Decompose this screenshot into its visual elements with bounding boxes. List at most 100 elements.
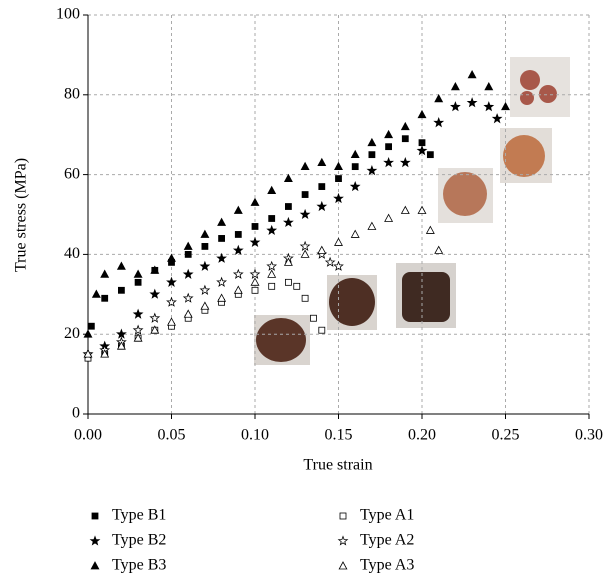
marker (484, 81, 494, 91)
marker (87, 322, 95, 330)
x-tick-label: 0.15 (325, 427, 353, 444)
marker (418, 139, 426, 147)
marker (425, 225, 435, 234)
marker (433, 117, 445, 128)
marker (300, 161, 310, 171)
legend-marker (337, 535, 349, 546)
photo-sample (520, 70, 540, 90)
photo-sample (329, 278, 375, 326)
x-tick-label: 0.10 (241, 427, 269, 444)
marker (400, 121, 410, 131)
marker (334, 161, 343, 171)
marker (310, 314, 317, 322)
marker (183, 309, 193, 318)
x-tick-label: 0.30 (575, 427, 603, 444)
marker (133, 333, 143, 342)
marker (199, 284, 211, 295)
photo-sample (539, 85, 557, 103)
marker (149, 288, 161, 299)
marker (416, 145, 428, 156)
marker (283, 216, 294, 228)
y-axis-label: True stress (MPa) (13, 158, 30, 272)
marker (216, 252, 227, 263)
marker (300, 249, 310, 258)
marker (251, 286, 259, 294)
marker (217, 293, 227, 302)
x-tick-label: 0.25 (492, 427, 520, 444)
marker (426, 151, 434, 159)
marker (100, 349, 110, 358)
marker (249, 268, 261, 279)
marker (367, 221, 377, 230)
marker (249, 236, 261, 248)
legend-label: Type A2 (360, 532, 414, 549)
legend-label: Type B2 (112, 532, 166, 549)
marker (400, 205, 410, 214)
marker (349, 180, 361, 192)
photo-sample (520, 91, 534, 105)
marker (232, 268, 244, 279)
marker (467, 70, 477, 79)
legend-marker (91, 512, 99, 520)
marker (450, 101, 461, 112)
marker (401, 135, 409, 143)
photo-sample (256, 318, 306, 362)
marker (399, 156, 411, 168)
marker (324, 256, 336, 267)
marker (350, 149, 360, 159)
marker (199, 260, 211, 271)
photo-sample (402, 272, 450, 322)
x-tick-label: 0.00 (74, 427, 102, 444)
marker (201, 243, 209, 250)
x-tick-label: 0.05 (158, 427, 186, 444)
marker (166, 276, 177, 287)
marker (318, 183, 326, 190)
marker (284, 278, 292, 286)
marker (150, 265, 160, 274)
marker (83, 329, 93, 338)
marker (301, 294, 309, 302)
marker (183, 241, 193, 250)
photos (254, 57, 570, 365)
photo-sample (503, 135, 545, 177)
marker (350, 229, 360, 238)
marker (251, 223, 259, 230)
marker (284, 203, 292, 210)
marker (218, 235, 226, 242)
marker (150, 325, 160, 334)
marker (182, 292, 194, 303)
marker (233, 285, 243, 294)
legend-label: Type A3 (360, 557, 414, 574)
marker (266, 260, 278, 271)
marker (434, 93, 444, 103)
marker (200, 301, 210, 310)
marker (299, 240, 311, 252)
marker (133, 269, 143, 278)
marker (317, 157, 327, 167)
marker (417, 109, 427, 119)
marker (118, 286, 125, 294)
marker (316, 200, 328, 212)
marker (267, 269, 277, 278)
marker (132, 324, 144, 335)
marker (317, 245, 327, 254)
marker (217, 217, 227, 226)
marker (368, 151, 376, 159)
marker (333, 192, 344, 204)
y-tick-label: 100 (56, 6, 80, 23)
marker (434, 245, 444, 254)
marker (491, 113, 503, 124)
legend-marker (339, 512, 347, 520)
y-tick-label: 80 (64, 85, 80, 102)
marker (200, 229, 210, 238)
marker (233, 205, 243, 214)
marker (167, 317, 176, 326)
y-tick-label: 0 (72, 405, 80, 422)
marker (167, 253, 176, 262)
legend-marker (89, 535, 101, 546)
marker (501, 101, 510, 111)
marker (134, 278, 142, 286)
marker (351, 163, 359, 171)
marker (132, 308, 144, 319)
